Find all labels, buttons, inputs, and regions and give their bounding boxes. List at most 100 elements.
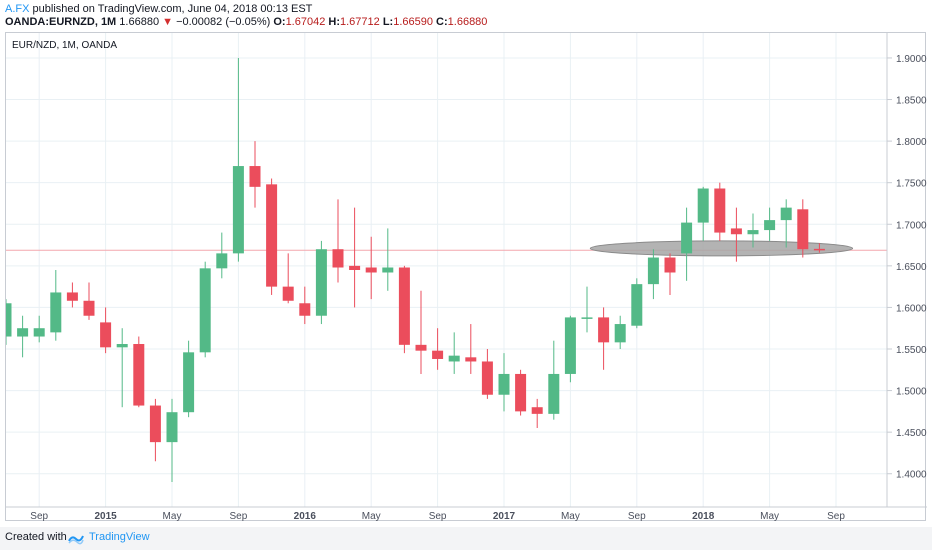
created-with-text: Created with bbox=[5, 531, 67, 543]
chart-area[interactable]: 1.40000 1.45000 1.50000 1.55000 1.60000 1.650… bbox=[5, 32, 927, 522]
candle bbox=[614, 315, 626, 349]
candle-body bbox=[780, 207, 792, 221]
price-change: −0.00082 (−0.05%) bbox=[176, 16, 271, 28]
axes-layer: 1.40000 1.45000 1.50000 1.55000 1.60000 1.650… bbox=[6, 33, 927, 522]
candle-body bbox=[797, 209, 809, 250]
chart-header: A.FX published on TradingView.com, June … bbox=[0, 0, 932, 30]
highlight-zone-ellipse bbox=[589, 240, 854, 257]
candle bbox=[33, 315, 45, 343]
y-tick-label: 1.90000 bbox=[896, 54, 927, 65]
x-tick-label: Sep bbox=[429, 511, 447, 522]
candle-body bbox=[448, 355, 460, 362]
x-tick-label: Sep bbox=[827, 511, 845, 522]
candle-body bbox=[730, 228, 742, 235]
candle-body bbox=[332, 249, 344, 268]
candle bbox=[481, 349, 493, 399]
candle bbox=[730, 207, 742, 262]
candle-body bbox=[100, 322, 112, 348]
candle bbox=[548, 340, 560, 420]
open-label: O: bbox=[273, 16, 286, 28]
candle-body bbox=[498, 373, 510, 395]
y-tick-label: 1.70000 bbox=[896, 220, 927, 231]
close-value: 1.66880 bbox=[447, 16, 488, 28]
candle-body bbox=[647, 257, 659, 285]
candle-body bbox=[813, 248, 825, 251]
publication-line: A.FX published on TradingView.com, June … bbox=[5, 3, 312, 15]
close-label: C: bbox=[436, 16, 448, 28]
high-label: H: bbox=[328, 16, 340, 28]
candle-body bbox=[614, 324, 626, 343]
candle bbox=[149, 398, 161, 462]
candle-body bbox=[432, 350, 444, 359]
candle-body bbox=[465, 357, 477, 362]
candle-body bbox=[581, 317, 593, 319]
candle bbox=[813, 243, 825, 253]
candle-body bbox=[365, 267, 377, 273]
author-link[interactable]: A.FX bbox=[5, 3, 30, 15]
symbol-label: OANDA:EURNZD, 1M bbox=[5, 16, 117, 28]
candle-body bbox=[531, 407, 543, 414]
candle-body bbox=[166, 412, 178, 443]
candle bbox=[199, 261, 211, 358]
candle-body bbox=[249, 166, 261, 187]
candle bbox=[365, 236, 377, 300]
candlestick-chart[interactable]: 1.40000 1.45000 1.50000 1.55000 1.60000 1.650… bbox=[6, 33, 927, 522]
candle bbox=[183, 340, 195, 418]
candle-body bbox=[299, 303, 311, 316]
candle bbox=[664, 253, 676, 295]
candle bbox=[415, 290, 427, 374]
candle-body bbox=[415, 344, 427, 351]
candle bbox=[631, 278, 643, 329]
candle bbox=[531, 398, 543, 428]
candle-body bbox=[764, 220, 776, 231]
candle-body bbox=[631, 284, 643, 326]
candle bbox=[249, 141, 261, 208]
y-tick-label: 1.40000 bbox=[896, 470, 927, 481]
candle bbox=[315, 240, 327, 325]
candle bbox=[581, 286, 593, 333]
candle-body bbox=[216, 253, 228, 269]
y-tick-label: 1.50000 bbox=[896, 387, 927, 398]
change-down-arrow-icon: ▼ bbox=[162, 16, 174, 28]
candle-body bbox=[116, 344, 128, 348]
candle-body bbox=[548, 373, 560, 414]
y-tick-label: 1.60000 bbox=[896, 303, 927, 314]
x-tick-label: 2017 bbox=[493, 511, 516, 522]
candle bbox=[714, 182, 726, 241]
candle bbox=[697, 186, 709, 241]
chart-title: EUR/NZD, 1M, OANDA bbox=[12, 40, 117, 51]
candle-body bbox=[199, 268, 211, 353]
candle-body bbox=[664, 257, 676, 273]
ohlc-legend: OANDA:EURNZD, 1M 1.66880 ▼ −0.00082 (−0.… bbox=[5, 16, 487, 28]
y-tick-label: 1.75000 bbox=[896, 179, 927, 190]
candle bbox=[747, 213, 759, 248]
candle bbox=[83, 282, 95, 320]
last-price: 1.66880 bbox=[119, 16, 160, 28]
candle-body bbox=[282, 286, 294, 301]
candle bbox=[282, 253, 294, 304]
candle-body bbox=[232, 166, 244, 254]
candle bbox=[349, 207, 361, 308]
candle bbox=[232, 57, 244, 262]
y-tick-label: 1.45000 bbox=[896, 428, 927, 439]
candle bbox=[116, 328, 128, 408]
candle bbox=[780, 199, 792, 248]
candle-body bbox=[266, 184, 278, 287]
candle-body bbox=[714, 188, 726, 233]
candle bbox=[382, 228, 394, 291]
tradingview-brand-link[interactable]: TradingView bbox=[89, 531, 150, 543]
x-tick-label: May bbox=[163, 511, 182, 522]
candle bbox=[266, 178, 278, 295]
candle-body bbox=[349, 265, 361, 270]
x-tick-label: May bbox=[760, 511, 779, 522]
x-tick-label: 2015 bbox=[94, 511, 117, 522]
candle bbox=[50, 270, 62, 341]
candle-body bbox=[6, 303, 12, 337]
y-tick-label: 1.55000 bbox=[896, 345, 927, 356]
candle-body bbox=[382, 267, 394, 273]
candle-body bbox=[17, 328, 29, 337]
candle bbox=[216, 232, 228, 279]
low-label: L: bbox=[382, 16, 394, 28]
candle bbox=[66, 282, 78, 308]
low-value: 1.66590 bbox=[393, 16, 433, 28]
